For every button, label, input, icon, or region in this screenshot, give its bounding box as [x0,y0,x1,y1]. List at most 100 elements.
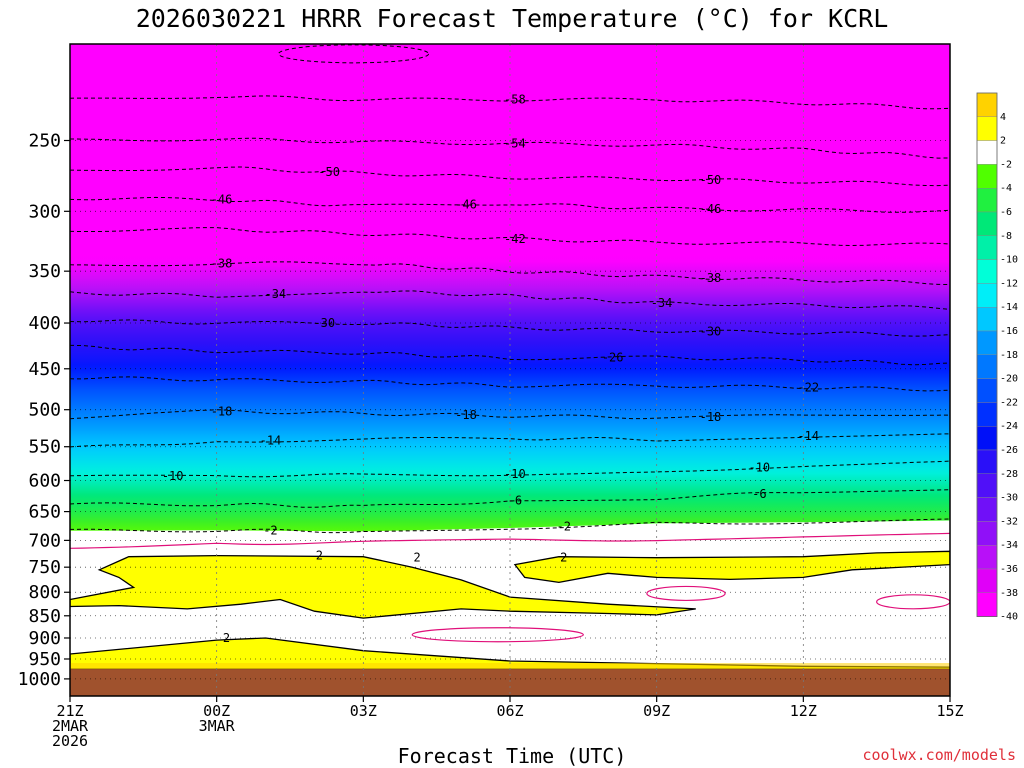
isotherm-label: -2 [263,524,277,538]
colorbar-swatch [976,378,998,403]
y-tick-label: 350 [28,261,61,282]
colorbar-frame [976,92,998,617]
y-tick-label: 800 [28,582,61,603]
isotherm-label: -38 [700,271,722,285]
isotherm--26 [70,344,950,366]
colorbar-label: -38 [1000,588,1018,599]
isotherm-label: -10 [748,460,770,474]
y-tick-label: 250 [28,130,61,151]
colorbar-swatch [976,568,998,593]
surface-warm-band [70,663,950,670]
colorbar-label: -20 [1000,374,1018,385]
x-tick-label: 12Z [790,702,817,720]
y-tick-label: 400 [28,313,61,334]
y-tick-label: 650 [28,502,61,523]
colorbar-swatch [976,92,998,117]
isotherm-label: -46 [455,197,477,211]
isotherm-label: -30 [700,324,722,338]
isotherms: -58 -54 -50 -50 -46 -46 -46 -42 -38 -38 -34 -34 -30 -… [70,44,950,645]
freezing-pocket-2 [411,627,584,643]
two-degree-region-1 [513,550,950,584]
isotherm-label: -2 [557,519,571,533]
colorbar-swatch [976,449,998,474]
isotherm-label: -14 [260,434,282,448]
colorbar-label: -18 [1000,350,1018,361]
y-tick-label: 550 [28,437,61,458]
x-tick-label: 2MAR [52,717,89,735]
colorbar-swatch [976,473,998,498]
colorbar-label: -10 [1000,255,1018,266]
y-axis: 2503003504004505005506006507007508008509… [18,130,70,690]
x-tick-label: 21Z [56,702,83,720]
two-degree-label: 2 [413,551,420,565]
isotherm-label: -18 [700,410,722,424]
colorbar-swatch [976,211,998,236]
colorbar-label: -16 [1000,326,1018,337]
isotherm-label: -42 [504,232,526,246]
colorbar-swatch [976,545,998,570]
x-tick-label: 3MAR [199,717,236,735]
isotherm-label: -34 [651,296,673,310]
colorbar-label: -28 [1000,469,1018,480]
colorbar-swatch [976,187,998,213]
isotherm--34 [70,290,950,310]
colorbar-swatch [976,402,998,427]
isotherm-label: -50 [318,165,340,179]
y-tick-label: 600 [28,471,61,492]
colorbar-swatch [976,283,998,308]
colorbar-swatch [976,140,998,165]
colorbar-swatch [976,426,998,451]
colorbar-swatch [976,592,998,617]
colorbar-label: -6 [1000,207,1012,218]
two-degree-region-0 [70,554,696,619]
isotherm-label: -6 [752,487,766,501]
y-tick-label: 750 [28,557,61,578]
isotherm-label: -18 [211,404,233,418]
colorbar-label: 2 [1000,136,1006,147]
isotherm-label: -22 [797,380,819,394]
top-contour-loop [278,44,430,64]
colorbar-swatch [976,235,998,260]
isotherm-label: -6 [508,494,522,508]
y-tick-label: 300 [28,201,61,222]
isotherm-label: -10 [504,467,526,481]
x-axis-label: Forecast Time (UTC) [397,744,627,768]
x-tick-label: 00Z [203,702,230,720]
y-tick-label: 950 [28,649,61,670]
colorbar-label: -12 [1000,278,1018,289]
isotherm-label: -46 [211,193,233,207]
y-tick-label: 850 [28,606,61,627]
colorbar: 4 2 -2 -4 -6 -8 -10 -12 -14 -16 -18 -20 -22 -24 -26 -28… [976,92,1018,623]
colorbar-label: -26 [1000,445,1018,456]
isotherm-label: -54 [504,137,526,151]
y-tick-label: 1000 [18,669,61,690]
colorbar-label: -14 [1000,302,1018,313]
isotherm-label: -50 [700,173,722,187]
credit-text: coolwx.com/models [862,746,1016,764]
colorbar-label: -8 [1000,231,1012,242]
y-tick-label: 700 [28,530,61,551]
two-degree-label: 2 [223,631,230,645]
x-tick-label: 03Z [350,702,377,720]
colorbar-swatch [976,521,998,546]
isotherm-label: -34 [264,287,286,301]
isotherm-label: -14 [797,429,819,443]
x-tick-label: 2026 [52,732,88,750]
colorbar-swatch [976,307,998,332]
colorbar-swatch [976,259,998,284]
colorbar-swatch [976,354,998,379]
colorbar-label: -24 [1000,421,1018,432]
colorbar-label: -22 [1000,397,1018,408]
isotherm-label: -58 [504,93,526,107]
x-tick-label: 15Z [936,702,963,720]
colorbar-swatch [976,164,998,189]
y-tick-label: 900 [28,628,61,649]
isotherm-label: -18 [455,408,477,422]
freezing-pocket-0 [646,585,726,602]
colorbar-label: -40 [1000,612,1018,623]
y-tick-label: 500 [28,400,61,421]
colorbar-label: -30 [1000,493,1018,504]
x-tick-label: 06Z [496,702,523,720]
